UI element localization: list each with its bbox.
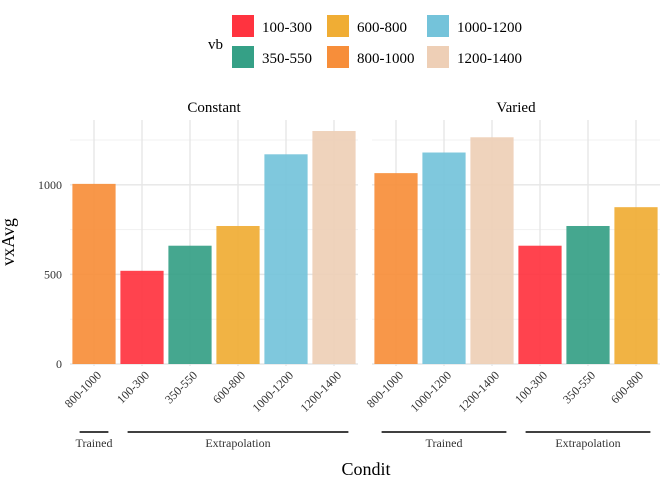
x-tick-label: 600-800: [210, 368, 248, 406]
y-tick-label: 1000: [38, 178, 62, 192]
x-tick-label: 1000-1200: [407, 368, 454, 415]
y-axis-label: vxAvg: [0, 218, 18, 266]
bar-1000-1200: [422, 152, 466, 364]
legend-label: 600-800: [357, 20, 407, 36]
bar-1200-1400: [470, 137, 514, 364]
bar-350-550: [566, 225, 610, 364]
bar-100-300: [120, 270, 164, 364]
x-tick-label: 1000-1200: [249, 368, 296, 415]
legend-title: vb: [208, 37, 223, 53]
y-tick-label: 500: [44, 267, 62, 281]
legend-swatch: [232, 15, 254, 37]
bar-1000-1200: [264, 154, 308, 364]
x-tick-label: 800-1000: [364, 368, 406, 410]
x-tick-label: 800-1000: [62, 368, 104, 410]
x-tick-label: 350-550: [162, 368, 200, 406]
group-label: Trained: [76, 436, 113, 450]
bar-100-300: [518, 245, 562, 364]
legend-swatch: [427, 46, 449, 68]
bar-350-550: [168, 245, 212, 364]
legend-swatch: [327, 15, 349, 37]
x-axis-label: Condit: [341, 459, 390, 479]
x-tick-label: 100-300: [512, 368, 550, 406]
x-tick-label: 600-800: [608, 368, 646, 406]
x-tick-label: 1200-1400: [455, 368, 502, 415]
legend-swatch: [327, 46, 349, 68]
bar-800-1000: [72, 183, 116, 364]
legend-label: 1200-1400: [457, 51, 522, 67]
legend-label: 800-1000: [357, 51, 415, 67]
x-tick-label: 1200-1400: [297, 368, 344, 415]
x-tick-label: 350-550: [560, 368, 598, 406]
legend-label: 1000-1200: [457, 20, 522, 36]
facet-title: Constant: [187, 100, 241, 116]
y-tick-label: 0: [56, 357, 62, 371]
x-tick-label: 100-300: [114, 368, 152, 406]
bar-600-800: [216, 225, 260, 364]
group-label: Extrapolation: [205, 436, 270, 450]
bar-1200-1400: [312, 131, 356, 364]
legend-swatch: [427, 15, 449, 37]
legend-label: 350-550: [262, 51, 312, 67]
facet-panel: Constant 800-1000 100-300 350-550 600-800 100…: [62, 100, 358, 450]
bar-600-800: [614, 207, 658, 364]
legend-label: 100-300: [262, 20, 312, 36]
group-label: Extrapolation: [555, 436, 620, 450]
legend: vb 100-300 350-550 600-800 800-1000 1000-1200…: [208, 15, 522, 68]
facet-panel: Varied 800-1000 1000-1200 1200-1400 100-300 3…: [364, 100, 660, 450]
group-label: Trained: [426, 436, 463, 450]
legend-swatch: [232, 46, 254, 68]
facet-title: Varied: [496, 100, 536, 116]
bar-800-1000: [374, 173, 418, 364]
